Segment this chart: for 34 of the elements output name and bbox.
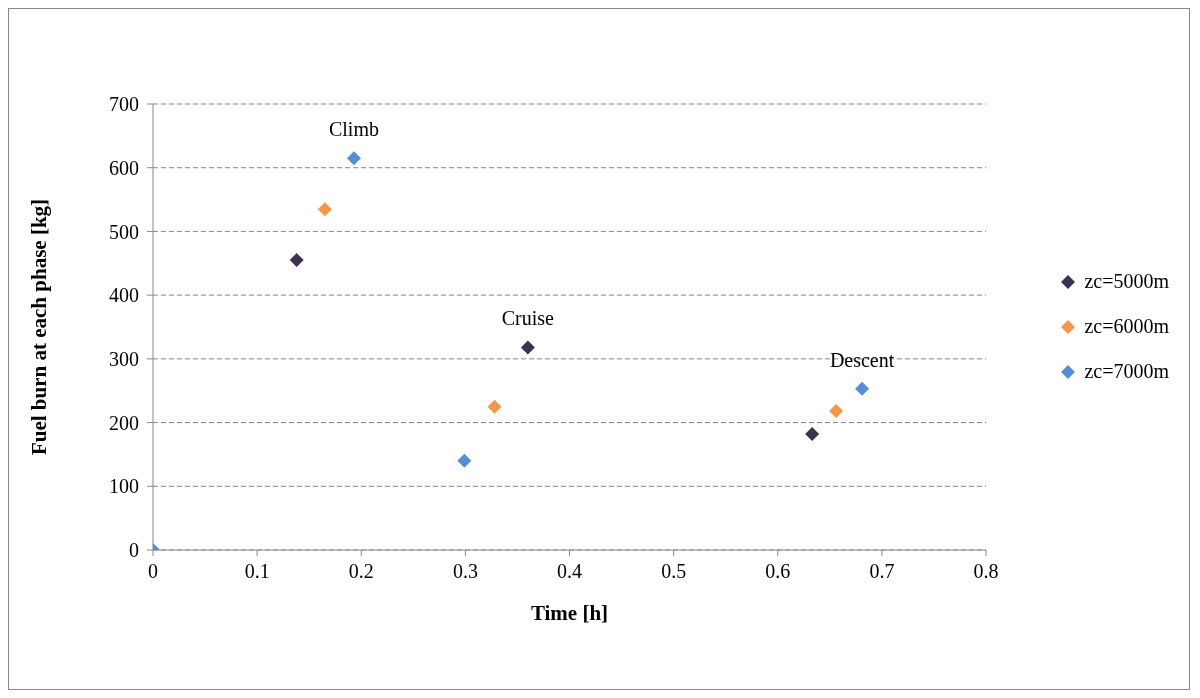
y-tick-label: 500 (109, 220, 139, 243)
point (457, 453, 472, 468)
x-tick-label: 0.5 (661, 560, 687, 583)
x-tick-label: 0.3 (452, 560, 478, 583)
point (829, 404, 844, 419)
x-tick-label: 0.6 (765, 560, 791, 583)
x-tick-label: 0.1 (244, 560, 270, 583)
y-tick-label: 0 (129, 539, 139, 562)
annotation: Cruise (501, 307, 555, 330)
x-tick-label: 0 (148, 560, 158, 583)
legend-label: zc=5000m (1084, 270, 1169, 293)
point (346, 151, 361, 166)
point (289, 253, 304, 268)
x-axis-title: Time [h] (530, 601, 609, 625)
point (805, 427, 820, 442)
point (317, 202, 332, 217)
y-tick-label: 600 (109, 156, 139, 179)
point (855, 381, 870, 396)
y-tick-label: 300 (109, 347, 139, 370)
y-tick-label: 200 (109, 411, 139, 434)
annotation: Descent (829, 348, 895, 371)
y-tick-label: 100 (109, 475, 139, 498)
annotation: Climb (328, 118, 379, 141)
legend-label: zc=6000m (1084, 315, 1169, 338)
point (487, 399, 502, 414)
legend-label: zc=7000m (1084, 360, 1169, 383)
x-tick-label: 0.4 (557, 560, 582, 583)
point (520, 340, 535, 355)
x-tick-label: 0.2 (348, 560, 374, 583)
y-axis-title: Fuel burn at each phase [kg] (27, 198, 52, 456)
x-tick-label: 0.7 (869, 560, 895, 583)
x-tick-label: 0.8 (973, 560, 999, 583)
y-tick-label: 400 (109, 284, 139, 307)
y-tick-label: 700 (109, 93, 139, 116)
